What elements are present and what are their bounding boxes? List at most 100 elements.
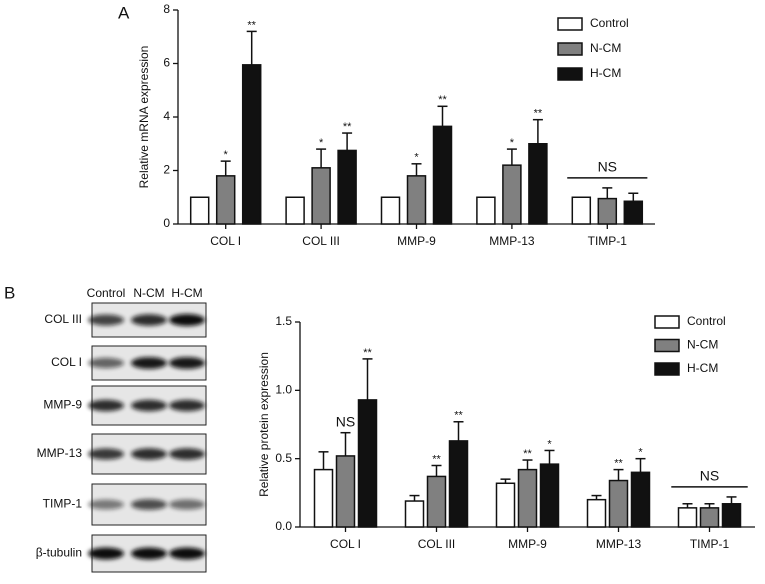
legend-label: H-CM [590, 66, 621, 80]
y-tick-label: 0.5 [275, 451, 292, 465]
y-tick-label: 0 [163, 216, 170, 230]
bar [380, 196, 401, 225]
bar [586, 498, 607, 528]
y-tick-label: 2 [163, 163, 170, 177]
blot-band [88, 357, 124, 369]
bar [241, 64, 262, 225]
significance-label: ** [247, 19, 256, 31]
bar [699, 507, 720, 528]
y-axis-label: Relative mRNA expression [137, 46, 151, 189]
bar [448, 440, 469, 528]
significance-label: ** [614, 458, 623, 470]
blot-band [169, 448, 205, 460]
x-tick-label: MMP-13 [489, 234, 535, 248]
x-tick-label: MMP-13 [596, 537, 642, 551]
bar [285, 196, 305, 225]
blot-band [88, 448, 124, 460]
x-tick-label: MMP-9 [508, 537, 547, 551]
legend-label: N-CM [687, 338, 718, 352]
significance-label: * [510, 137, 515, 149]
bar [630, 471, 651, 528]
blot-band [169, 547, 205, 560]
significance-label: ** [534, 108, 543, 120]
legend-swatch [654, 362, 680, 376]
significance-label: ** [363, 347, 372, 359]
bar [215, 175, 236, 225]
significance-label: ** [432, 453, 441, 465]
bar [406, 175, 427, 225]
lane-label: H-CM [171, 286, 202, 300]
blot-band [169, 399, 205, 412]
legend-swatch [557, 67, 583, 81]
lane-label: N-CM [133, 286, 164, 300]
bar [495, 482, 516, 528]
significance-label: ** [343, 121, 352, 133]
y-tick-label: 8 [163, 2, 170, 16]
bar [721, 503, 742, 528]
bar [313, 468, 334, 528]
bar [311, 167, 331, 225]
row-label: MMP-13 [37, 446, 83, 460]
significance-label: * [319, 137, 324, 149]
y-tick-label: 6 [163, 56, 170, 70]
y-tick-label: 1.5 [275, 314, 292, 328]
bar [517, 468, 538, 528]
bar [502, 164, 522, 225]
bar [623, 200, 644, 225]
blot-band [169, 357, 205, 369]
legend-swatch [557, 17, 583, 31]
blot-band [88, 314, 124, 326]
row-label: COL III [44, 312, 82, 326]
bar [337, 149, 357, 225]
legend-label: H-CM [687, 361, 718, 375]
bar [426, 475, 447, 528]
x-tick-label: COL I [210, 234, 241, 248]
legend-swatch [654, 315, 680, 329]
blot-band [131, 499, 167, 510]
significance-label: NS [700, 468, 719, 484]
legend-label: Control [590, 16, 629, 30]
row-label: COL I [51, 355, 82, 369]
row-label: MMP-9 [43, 398, 82, 412]
blot-band [131, 547, 167, 560]
blot-band [131, 448, 167, 460]
y-axis-label: Relative protein expression [257, 352, 271, 497]
significance-label: NS [336, 413, 355, 429]
lane-label: Control [87, 286, 126, 300]
blot-band [88, 399, 124, 412]
bar [571, 196, 592, 225]
x-tick-label: MMP-9 [397, 234, 436, 248]
blot-band [131, 399, 167, 412]
bar [357, 399, 378, 528]
legend-swatch [654, 338, 680, 353]
legend-label: Control [687, 314, 726, 328]
significance-label: * [638, 447, 643, 459]
bar [189, 196, 210, 225]
x-tick-label: TIMP-1 [588, 234, 628, 248]
blot-band [88, 499, 124, 510]
bar [539, 463, 560, 528]
bar [528, 143, 548, 225]
bar [608, 479, 629, 528]
panel-label: A [118, 3, 130, 22]
significance-label: * [414, 152, 419, 164]
significance-label: * [224, 149, 229, 161]
significance-label: * [547, 438, 552, 450]
bar [597, 197, 618, 225]
western-blot: Control N-CM H-CM COL III COL I MMP-9 MMP-13 TI… [36, 286, 207, 573]
significance-label: ** [523, 448, 532, 460]
bar [404, 500, 425, 528]
row-label: TIMP-1 [43, 497, 83, 511]
bar [335, 455, 356, 528]
panel-label: B [4, 283, 15, 302]
legend-swatch [557, 42, 583, 56]
bar [432, 125, 453, 225]
legend-label: N-CM [590, 41, 621, 55]
y-tick-label: 1.0 [275, 383, 292, 397]
bar [476, 196, 496, 225]
x-tick-label: TIMP-1 [690, 537, 730, 551]
significance-label: ** [454, 410, 463, 422]
bar [677, 507, 698, 528]
significance-label: NS [598, 159, 617, 175]
y-tick-label: 0.0 [275, 519, 292, 533]
